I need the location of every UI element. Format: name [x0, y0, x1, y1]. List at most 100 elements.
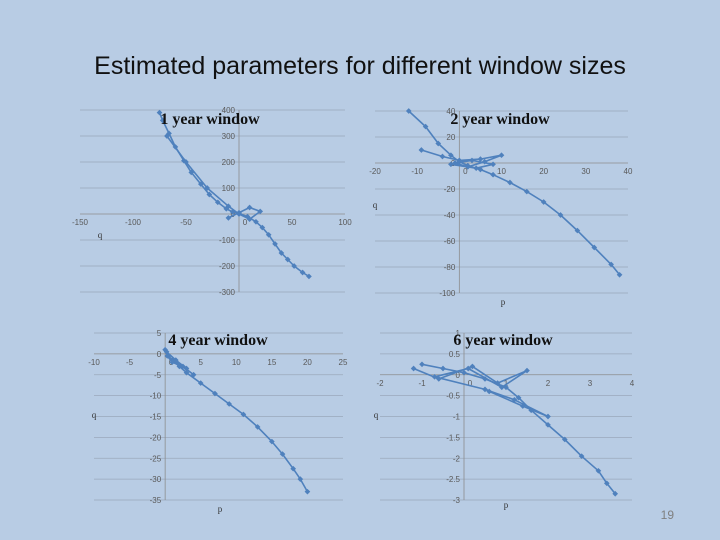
x-tick-label: 10 — [497, 167, 506, 176]
data-point — [169, 359, 176, 366]
y-tick-label: -60 — [444, 237, 456, 246]
data-point — [236, 209, 242, 216]
data-point — [164, 353, 171, 359]
x-tick-label: 25 — [339, 358, 348, 367]
chart-title: 4 year window — [168, 332, 268, 349]
data-point — [435, 140, 442, 147]
x-tick-label: -100 — [125, 218, 142, 227]
data-point — [591, 244, 598, 251]
y-tick-label: -300 — [219, 288, 236, 297]
y-tick-label: -3 — [453, 496, 461, 505]
y-axis-label: q — [374, 410, 379, 420]
x-tick-label: 3 — [588, 379, 593, 388]
data-point — [498, 152, 505, 159]
data-point — [465, 365, 472, 372]
y-tick-label: 1 — [456, 329, 461, 338]
y-tick-label: -2 — [453, 454, 461, 463]
data-point — [452, 160, 458, 166]
series-line-2 — [166, 135, 262, 220]
data-point — [448, 161, 454, 168]
series-line-1 — [408, 110, 621, 276]
data-point — [180, 363, 186, 370]
y-tick-label: 400 — [222, 106, 236, 115]
y-tick-label: -200 — [219, 262, 236, 271]
x-axis-label: p — [218, 504, 223, 514]
y-tick-label: -30 — [150, 475, 162, 484]
data-point — [306, 273, 312, 280]
x-tick-label: -10 — [411, 167, 423, 176]
y-tick-label: 0.5 — [449, 350, 461, 359]
data-point — [418, 147, 425, 153]
x-tick-label: -50 — [180, 218, 192, 227]
data-point — [253, 218, 259, 225]
y-tick-label: -100 — [439, 289, 456, 298]
data-point — [254, 424, 261, 430]
data-point — [246, 204, 253, 211]
y-tick-label: -0.5 — [446, 392, 460, 401]
y-tick-label: 0 — [231, 210, 236, 219]
x-tick-label: 2 — [546, 379, 551, 388]
chart-title: 1 year window — [160, 111, 260, 128]
data-point — [226, 401, 232, 407]
y-tick-label: -20 — [150, 433, 162, 442]
x-axis-label: p — [504, 500, 509, 510]
data-point — [206, 191, 213, 198]
data-point — [608, 261, 614, 268]
data-point — [297, 476, 304, 482]
data-point — [481, 158, 488, 165]
y-tick-label: -10 — [150, 392, 162, 401]
data-point — [578, 453, 585, 459]
y-tick-label: -20 — [444, 185, 456, 194]
data-point — [477, 156, 484, 162]
x-tick-label: 100 — [338, 218, 352, 227]
data-point — [291, 263, 297, 269]
data-point — [225, 203, 232, 210]
x-tick-label: 20 — [539, 167, 548, 176]
data-point — [603, 480, 610, 487]
data-point — [515, 394, 522, 401]
x-tick-label: 30 — [581, 167, 590, 176]
x-tick-label: 15 — [267, 358, 276, 367]
y-tick-label: -80 — [444, 263, 456, 272]
data-point — [574, 227, 581, 234]
chart-title: 6 year window — [453, 332, 553, 349]
y-tick-label: -100 — [219, 236, 236, 245]
data-point — [439, 153, 446, 160]
data-point — [557, 212, 564, 218]
data-point — [183, 159, 189, 165]
x-tick-label: 0 — [463, 167, 468, 176]
data-point — [279, 451, 286, 457]
data-point — [507, 179, 513, 186]
y-tick-label: 200 — [222, 158, 236, 167]
x-tick-label: 5 — [198, 358, 203, 367]
y-axis-label: q — [92, 410, 97, 420]
y-tick-label: -40 — [444, 211, 456, 220]
y-tick-label: 0 — [157, 350, 162, 359]
data-point — [257, 208, 264, 215]
data-point — [595, 467, 602, 474]
data-point — [204, 185, 211, 191]
x-tick-label: 0 — [468, 379, 473, 388]
y-tick-label: 5 — [157, 329, 162, 338]
x-tick-label: -5 — [126, 358, 134, 367]
data-point — [405, 108, 412, 114]
x-tick-label: 10 — [232, 358, 241, 367]
data-point — [540, 199, 547, 205]
data-point — [616, 271, 623, 278]
y-tick-label: -5 — [154, 371, 162, 380]
data-point — [464, 164, 471, 170]
x-axis-label: p — [501, 297, 506, 307]
x-tick-label: 50 — [288, 218, 297, 227]
data-point — [156, 109, 163, 116]
data-point — [440, 365, 446, 372]
y-tick-label: -15 — [150, 413, 162, 422]
y-tick-label: 100 — [222, 184, 236, 193]
data-point — [490, 171, 496, 178]
data-point — [240, 411, 247, 418]
data-point — [486, 388, 493, 395]
data-point — [246, 216, 253, 223]
data-point — [304, 488, 311, 495]
slide-title: Estimated parameters for different windo… — [94, 52, 626, 80]
